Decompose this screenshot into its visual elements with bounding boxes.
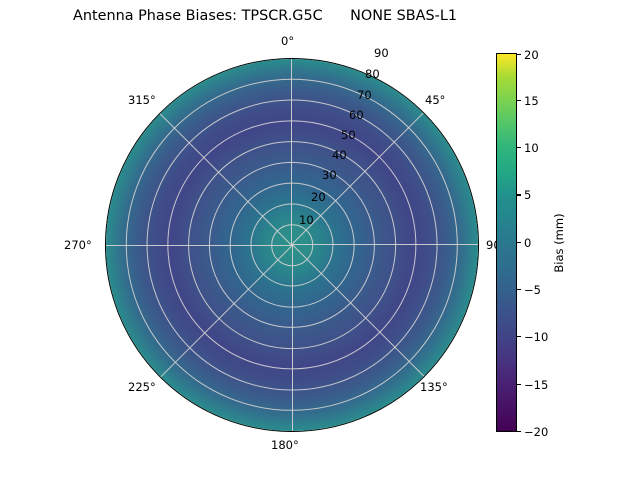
theta-tick-label-270: 270° xyxy=(64,238,92,252)
colorbar-tick-label-20: 20 xyxy=(524,47,539,62)
theta-tick-label-180: 180° xyxy=(271,438,299,452)
theta-tick-label-135: 135° xyxy=(420,380,448,394)
r-tick-label-70: 70 xyxy=(357,88,372,102)
polar-axes[interactable]: 0° 45° 90° 135° 180° 225° 270° 315° 10 2… xyxy=(64,34,506,452)
r-tick-label-10: 10 xyxy=(299,213,314,227)
colorbar-tick xyxy=(517,241,521,243)
colorbar-tick-label-10: 10 xyxy=(524,141,539,156)
colorbar-axis-label: Bias (mm) xyxy=(552,213,566,273)
colorbar-tick-label-15: 15 xyxy=(524,93,539,108)
colorbar-tick-label--10: −10 xyxy=(524,330,549,345)
r-tick-label-80: 80 xyxy=(365,67,380,81)
colorbar-tick-label-0: 0 xyxy=(524,235,532,250)
polar-plot-area xyxy=(105,58,479,432)
colorbar-tick-label-5: 5 xyxy=(524,188,532,203)
r-tick-label-90: 90 xyxy=(374,46,389,60)
colorbar-tick-label--20: −20 xyxy=(524,425,549,439)
theta-tick-label-45: 45° xyxy=(425,93,446,107)
r-tick-label-50: 50 xyxy=(341,128,356,142)
r-tick-label-60: 60 xyxy=(349,108,364,122)
theta-tick-label-225: 225° xyxy=(128,380,156,394)
colorbar-tick xyxy=(517,99,521,101)
r-tick-label-20: 20 xyxy=(311,190,326,204)
colorbar-tick xyxy=(517,147,521,149)
colorbar-tick xyxy=(517,383,521,385)
colorbar-tick xyxy=(517,53,521,55)
theta-tick-label-0: 0° xyxy=(281,34,295,48)
colorbar-tick xyxy=(517,336,521,338)
colorbar-tick-label--5: −5 xyxy=(524,283,541,297)
colorbar[interactable]: −20 −15 −10 −5 0 5 10 15 20 Bias (mm) xyxy=(496,48,616,439)
colorbar-tick xyxy=(517,289,521,291)
theta-tick-label-315: 315° xyxy=(128,93,156,107)
r-tick-label-30: 30 xyxy=(322,168,337,182)
colorbar-tick xyxy=(517,194,521,196)
page-title: Antenna Phase Biases: TPSCR.G5C NONE SBA… xyxy=(73,8,457,24)
colorbar-tick xyxy=(517,431,521,433)
r-tick-label-40: 40 xyxy=(332,148,347,162)
colorbar-gradient xyxy=(497,54,516,431)
colorbar-tick-label--15: −15 xyxy=(524,377,549,392)
colorbar-gradient-box xyxy=(496,53,517,432)
polar-heatmap-field xyxy=(106,59,478,431)
